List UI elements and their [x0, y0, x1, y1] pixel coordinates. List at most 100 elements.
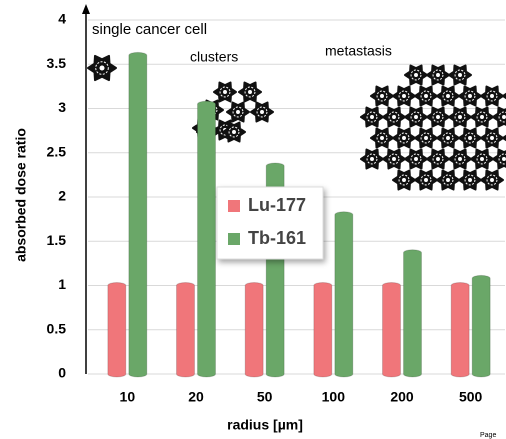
- cell-nucleus: [490, 178, 494, 182]
- cell-icon: [459, 171, 481, 190]
- cell-nucleus: [502, 157, 506, 161]
- cell-icon: [371, 129, 393, 148]
- cell-nucleus: [446, 136, 450, 140]
- cell-nucleus: [392, 115, 396, 119]
- cell-nucleus: [436, 73, 440, 77]
- cell-icon: [437, 171, 459, 190]
- cell-nucleus: [414, 73, 418, 77]
- y-tick-label: 4: [58, 11, 66, 27]
- cell-icon: [227, 103, 249, 122]
- y-tick-label: 1.5: [47, 232, 67, 248]
- cell-nucleus: [370, 115, 374, 119]
- cell-icon: [449, 66, 471, 85]
- cell-icon: [405, 108, 427, 127]
- cell-icon: [493, 108, 506, 127]
- cell-icon: [437, 87, 459, 106]
- cell-nucleus: [402, 94, 406, 98]
- cell-icon: [481, 87, 503, 106]
- cell-icon: [449, 108, 471, 127]
- y-axis-label: absorbed dose ratio: [13, 128, 29, 262]
- chart: absorbed dose ratio radius [µm] single c…: [0, 0, 506, 439]
- cell-icon: [214, 83, 236, 102]
- cell-nucleus: [260, 110, 264, 114]
- legend-label: Lu-177: [248, 195, 306, 215]
- cell-nucleus: [232, 130, 236, 134]
- legend-swatch: [228, 233, 240, 245]
- y-tick-label: 3.5: [47, 55, 67, 71]
- cell-nucleus: [380, 94, 384, 98]
- cell-nucleus: [490, 136, 494, 140]
- x-tick-label: 200: [390, 389, 414, 405]
- cell-nucleus: [446, 94, 450, 98]
- cell-nucleus: [392, 157, 396, 161]
- bar: [314, 283, 332, 378]
- y-tick-label: 3: [58, 99, 66, 115]
- x-tick-label: 100: [322, 389, 346, 405]
- cell-icon: [251, 103, 273, 122]
- cell-nucleus: [236, 110, 240, 114]
- bar: [472, 275, 490, 377]
- x-tick-label: 20: [188, 389, 204, 405]
- cell-icon: [415, 129, 437, 148]
- cell-icon: [481, 171, 503, 190]
- y-tick-label: 2.5: [47, 143, 67, 159]
- cell-icon: [471, 108, 493, 127]
- y-tick-label: 1: [58, 276, 66, 292]
- cell-nucleus: [414, 115, 418, 119]
- annotation: single cancer cell: [92, 21, 207, 38]
- cell-nucleus: [458, 115, 462, 119]
- cell-nucleus: [424, 136, 428, 140]
- cell-nucleus: [458, 73, 462, 77]
- cell-nucleus: [490, 94, 494, 98]
- x-tick-label: 500: [459, 389, 483, 405]
- cell-nucleus: [446, 178, 450, 182]
- annotation: clusters: [190, 49, 238, 65]
- cell-icon: [459, 129, 481, 148]
- y-axis-arrow: [82, 4, 90, 14]
- cell-nucleus: [480, 157, 484, 161]
- cell-nucleus: [502, 115, 506, 119]
- cell-nucleus: [223, 90, 227, 94]
- cell-icon: [481, 129, 503, 148]
- cell-nucleus: [248, 90, 252, 94]
- bar: [177, 283, 195, 378]
- cell-icon: [393, 171, 415, 190]
- cell-nucleus: [380, 136, 384, 140]
- cell-icon: [239, 83, 261, 102]
- cell-nucleus: [99, 65, 104, 70]
- y-tick-label: 2: [58, 188, 66, 204]
- cell-nucleus: [370, 157, 374, 161]
- cell-nucleus: [436, 115, 440, 119]
- bar: [451, 283, 469, 378]
- cell-icon: [415, 171, 437, 190]
- cell-nucleus: [480, 115, 484, 119]
- cell-icon: [415, 87, 437, 106]
- cell-illustrations: [88, 56, 506, 190]
- bar: [383, 283, 401, 378]
- legend-swatch: [228, 200, 240, 212]
- cell-nucleus: [424, 94, 428, 98]
- cell-nucleus: [458, 157, 462, 161]
- cell-icon: [383, 108, 405, 127]
- cell-nucleus: [468, 136, 472, 140]
- cell-icon: [371, 87, 393, 106]
- cell-icon: [437, 129, 459, 148]
- legend-label: Tb-161: [248, 228, 306, 248]
- cell-icon: [459, 87, 481, 106]
- cell-icon: [427, 66, 449, 85]
- cell-icon: [361, 108, 383, 127]
- bar: [245, 283, 263, 377]
- annotation: metastasis: [325, 43, 392, 59]
- x-tick-label: 50: [257, 389, 273, 405]
- x-tick-label: 10: [120, 389, 136, 405]
- y-tick-label: 0: [58, 365, 66, 381]
- cell-nucleus: [468, 178, 472, 182]
- cell-nucleus: [402, 136, 406, 140]
- bar: [108, 283, 126, 378]
- bar: [198, 101, 216, 377]
- bar: [129, 52, 147, 377]
- cell-nucleus: [414, 157, 418, 161]
- y-tick-label: 0.5: [47, 320, 67, 336]
- footer: Page: [480, 432, 496, 439]
- cell-icon: [427, 108, 449, 127]
